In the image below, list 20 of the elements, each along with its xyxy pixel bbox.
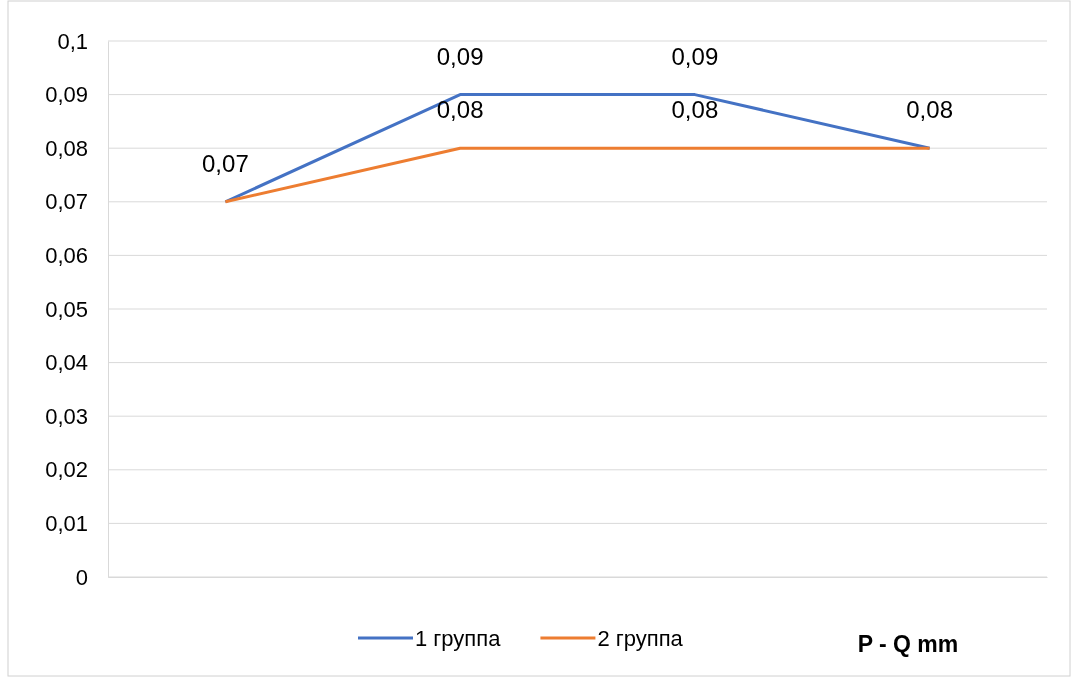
y-tick-label: 0,07 <box>45 189 88 215</box>
legend-label: 2 группа <box>597 626 684 651</box>
y-tick-label: 0,09 <box>45 82 88 108</box>
y-tick-label: 0 <box>75 564 88 590</box>
data-label: 0,09 <box>436 42 484 70</box>
data-label: 0,08 <box>906 96 953 124</box>
y-tick-label: 0,01 <box>45 510 88 536</box>
data-label: 0,08 <box>671 96 719 124</box>
legend-label: 1 группа <box>415 626 502 651</box>
data-label: 0,08 <box>436 96 484 124</box>
data-label: 0,07 <box>202 149 249 177</box>
y-tick-label: 0,1 <box>57 28 88 54</box>
x-axis-title: P - Q mm <box>857 631 959 657</box>
y-tick-label: 0,06 <box>45 242 88 268</box>
y-tick-label: 0,05 <box>45 296 88 322</box>
y-tick-label: 0,08 <box>45 135 88 161</box>
data-label: 0,09 <box>671 42 719 70</box>
y-tick-label: 0,02 <box>45 457 88 483</box>
y-tick-label: 0,03 <box>45 403 88 429</box>
y-tick-label: 0,04 <box>45 350 88 376</box>
